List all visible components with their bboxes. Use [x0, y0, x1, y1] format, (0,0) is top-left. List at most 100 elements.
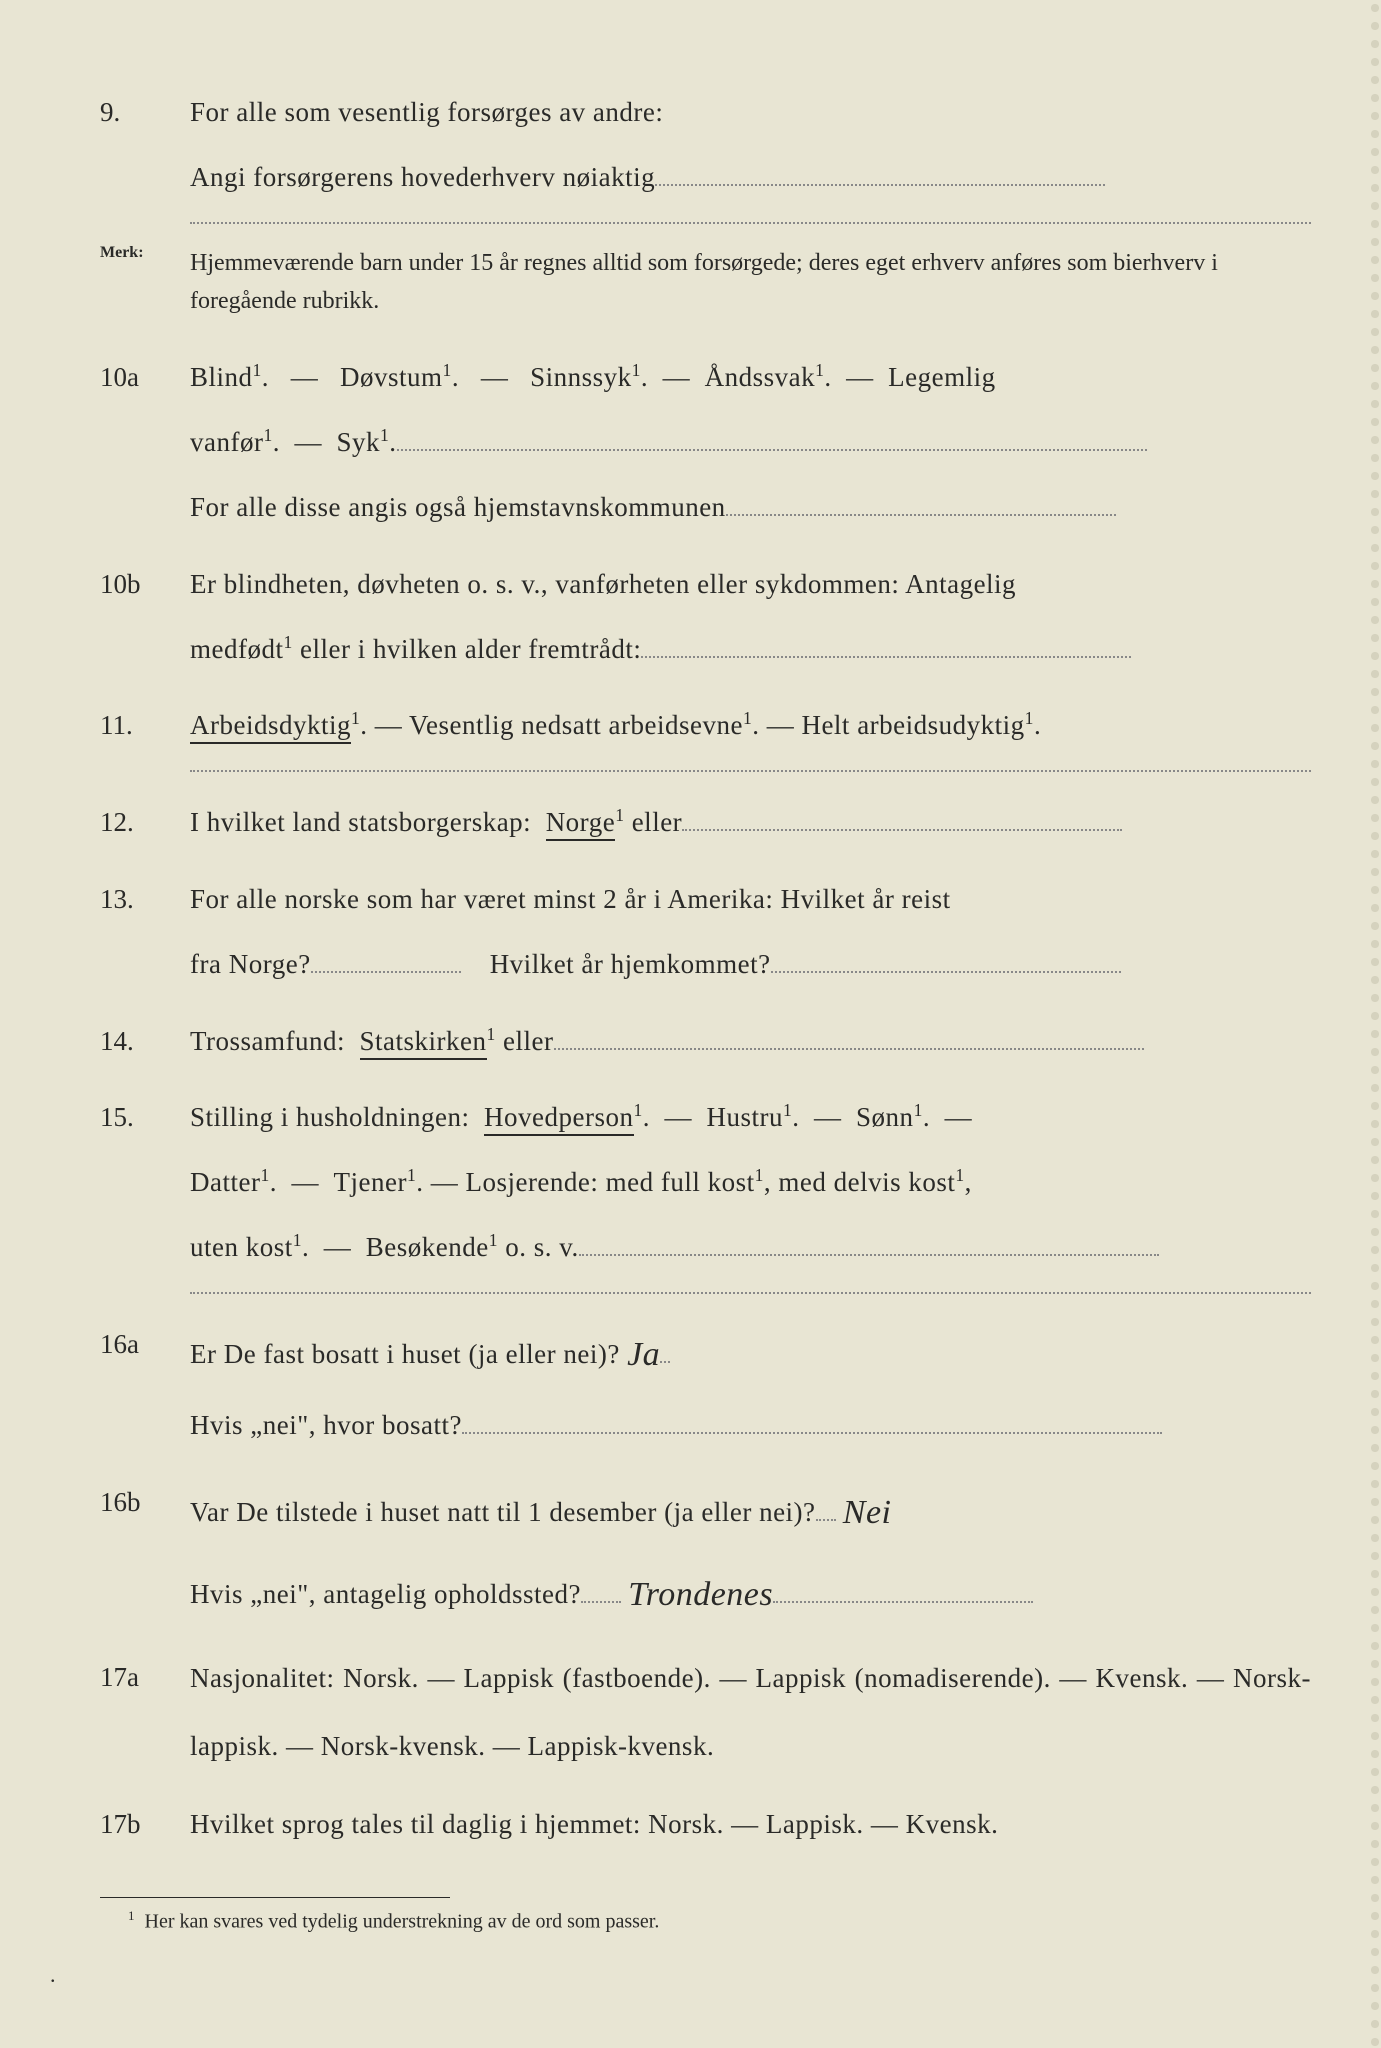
- opt-tjener: Tjener: [333, 1167, 406, 1197]
- sup: 1: [955, 1165, 964, 1185]
- opt-vanfor: vanfør: [190, 427, 263, 457]
- question-16b: 16b Var De tilstede i huset natt til 1 d…: [100, 1470, 1311, 1633]
- sup: 1: [743, 708, 752, 728]
- sup: 1: [263, 425, 272, 445]
- q17a-number: 17a: [100, 1645, 190, 1780]
- opt-syk: Syk: [336, 427, 380, 457]
- opt-arbeidsdyktig: Arbeidsdyktig: [190, 710, 351, 744]
- opt-besokende: Besøkende: [366, 1232, 489, 1262]
- opt-statskirken: Statskirken: [360, 1026, 487, 1060]
- q10b-number: 10b: [100, 552, 190, 682]
- opt-losjerende: Losjerende: med full kost: [465, 1167, 754, 1197]
- opt-medfodt: medfødt: [190, 634, 283, 664]
- q11-text: Arbeidsdyktig1. — Vesentlig nedsatt arbe…: [190, 693, 1311, 758]
- opt-sonn: Sønn: [856, 1102, 914, 1132]
- merk-text: Hjemmeværende barn under 15 år regnes al…: [190, 244, 1311, 321]
- sup: 1: [443, 360, 452, 380]
- q14-number: 14.: [100, 1009, 190, 1074]
- q12-text: I hvilket land statsborgerskap: Norge1 e…: [190, 790, 1311, 855]
- q16a-q: Er De fast bosatt i huset (ja eller nei)…: [190, 1339, 620, 1369]
- q15-number: 15.: [100, 1085, 190, 1279]
- question-13: 13. For alle norske som har været minst …: [100, 867, 1311, 997]
- divider: [190, 770, 1311, 772]
- perforated-edge: [1369, 0, 1381, 2048]
- sup: 1: [755, 1165, 764, 1185]
- q13-hjem: Hvilket år hjemkommet?: [490, 949, 771, 979]
- merk-label: Merk:: [100, 244, 190, 321]
- q10b-line1: Er blindheten, døvheten o. s. v., vanfør…: [190, 569, 1016, 599]
- q13-number: 13.: [100, 867, 190, 997]
- sup: 1: [407, 1165, 416, 1185]
- q14-label: Trossamfund:: [190, 1026, 345, 1056]
- q10a-text: Blind1. — Døvstum1. — Sinnssyk1. — Åndss…: [190, 345, 1311, 539]
- sup: 1: [489, 1230, 498, 1250]
- q17b-number: 17b: [100, 1792, 190, 1857]
- fill-line: [816, 1519, 836, 1521]
- q10a-number: 10a: [100, 345, 190, 539]
- footnote-rule: [100, 1897, 450, 1898]
- opt-norge: Norge: [546, 807, 616, 841]
- opt-uten: uten kost: [190, 1232, 293, 1262]
- sup: 1: [815, 360, 824, 380]
- q15-osv: o. s. v.: [505, 1232, 579, 1262]
- q12-eller: eller: [632, 807, 682, 837]
- q13-line1: For alle norske som har været minst 2 år…: [190, 884, 951, 914]
- q16a-answer: Ja: [627, 1314, 660, 1396]
- opt-andssvak: Åndssvak: [705, 362, 816, 392]
- q14-text: Trossamfund: Statskirken1 eller: [190, 1009, 1311, 1074]
- q16b-q: Var De tilstede i huset natt til 1 desem…: [190, 1497, 816, 1527]
- opt-blind: Blind: [190, 362, 253, 392]
- question-12: 12. I hvilket land statsborgerskap: Norg…: [100, 790, 1311, 855]
- q10b-text: Er blindheten, døvheten o. s. v., vanfør…: [190, 552, 1311, 682]
- sup: 1: [293, 1230, 302, 1250]
- q16a-text: Er De fast bosatt i huset (ja eller nei)…: [190, 1312, 1311, 1458]
- question-10a: 10a Blind1. — Døvstum1. — Sinnssyk1. — Å…: [100, 345, 1311, 539]
- fill-line: [682, 829, 1122, 831]
- question-17a: 17a Nasjonalitet: Norsk. — Lappisk (fast…: [100, 1645, 1311, 1780]
- opt-sinnssyk: Sinnssyk: [530, 362, 632, 392]
- opt-helt: Helt arbeidsudyktig: [801, 710, 1024, 740]
- sup: 1: [615, 805, 624, 825]
- opt-dovstum: Døvstum: [340, 362, 443, 392]
- q17a-text: Nasjonalitet: Norsk. — Lappisk (fastboen…: [190, 1645, 1311, 1780]
- sup: 1: [1025, 708, 1034, 728]
- question-14: 14. Trossamfund: Statskirken1 eller: [100, 1009, 1311, 1074]
- footnote-text: Her kan svares ved tydelig understreknin…: [145, 1911, 660, 1933]
- q12-number: 12.: [100, 790, 190, 855]
- q9-number: 9.: [100, 80, 190, 210]
- sup: 1: [634, 1100, 643, 1120]
- fill-line: [311, 971, 461, 973]
- merk-note: Merk: Hjemmeværende barn under 15 år reg…: [100, 244, 1311, 321]
- q16a-hvis: Hvis „nei", hvor bosatt?: [190, 1410, 462, 1440]
- question-11: 11. Arbeidsdyktig1. — Vesentlig nedsatt …: [100, 693, 1311, 758]
- question-10b: 10b Er blindheten, døvheten o. s. v., va…: [100, 552, 1311, 682]
- fill-line: [773, 1601, 1033, 1603]
- question-15: 15. Stilling i husholdningen: Hovedperso…: [100, 1085, 1311, 1279]
- opt-nedsatt: Vesentlig nedsatt arbeidsevne: [409, 710, 743, 740]
- sup: 1: [487, 1024, 496, 1044]
- fill-line: [641, 656, 1131, 658]
- q15-label: Stilling i husholdningen:: [190, 1102, 470, 1132]
- q16b-hvis: Hvis „nei", antagelig opholdssted?: [190, 1579, 581, 1609]
- q16b-sted: Trondenes: [628, 1554, 773, 1636]
- fill-line: [462, 1432, 1162, 1434]
- sup: 1: [351, 708, 360, 728]
- q10a-hjemstavn: For alle disse angis også hjemstavnskomm…: [190, 492, 726, 522]
- question-9: 9. For alle som vesentlig forsørges av a…: [100, 80, 1311, 210]
- q16b-answer: Nei: [843, 1472, 892, 1554]
- divider: [190, 1292, 1311, 1294]
- question-16a: 16a Er De fast bosatt i huset (ja eller …: [100, 1312, 1311, 1458]
- question-17b: 17b Hvilket sprog tales til daglig i hje…: [100, 1792, 1311, 1857]
- opt-hustru: Hustru: [707, 1102, 784, 1132]
- q9-line2: Angi forsørgerens hovederhverv nøiaktig: [190, 162, 655, 192]
- q13-fra: fra Norge?: [190, 949, 311, 979]
- q13-text: For alle norske som har været minst 2 år…: [190, 867, 1311, 997]
- fill-line: [726, 514, 1116, 516]
- opt-legemlig: Legemlig: [888, 362, 995, 392]
- dot-mark: .: [50, 1962, 56, 1988]
- fill-line: [579, 1254, 1159, 1256]
- q15-text: Stilling i husholdningen: Hovedperson1. …: [190, 1085, 1311, 1279]
- q9-line1: For alle som vesentlig forsørges av andr…: [190, 97, 663, 127]
- footnote-marker: 1: [128, 1908, 135, 1923]
- q14-eller: eller: [503, 1026, 553, 1056]
